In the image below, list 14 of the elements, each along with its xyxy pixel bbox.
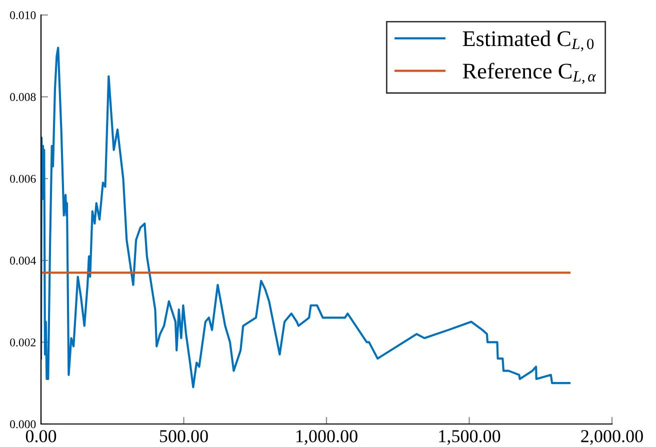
legend-label: Reference C$_{L,α}$ bbox=[462, 62, 596, 84]
y-tick-label: 0.008 bbox=[10, 93, 36, 102]
y-tick-label: 0.000 bbox=[10, 420, 36, 428]
x-tick-label: 1,500.00 bbox=[439, 430, 500, 445]
legend-label: Estimated C$_{L,0}$ bbox=[462, 30, 594, 52]
y-tick-label: 0.010 bbox=[10, 11, 36, 20]
y-tick-label: 0.006 bbox=[10, 174, 36, 183]
y-tick-label: 0.002 bbox=[10, 338, 36, 346]
x-tick-label: 1,000.00 bbox=[296, 430, 358, 445]
y-tick-label: 0.004 bbox=[10, 256, 36, 265]
line-series bbox=[41, 46, 571, 388]
x-tick-label: 500.00 bbox=[160, 430, 208, 442]
x-tick-label: 2,000.00 bbox=[581, 430, 643, 445]
x-tick-label: 0.00 bbox=[26, 430, 56, 442]
